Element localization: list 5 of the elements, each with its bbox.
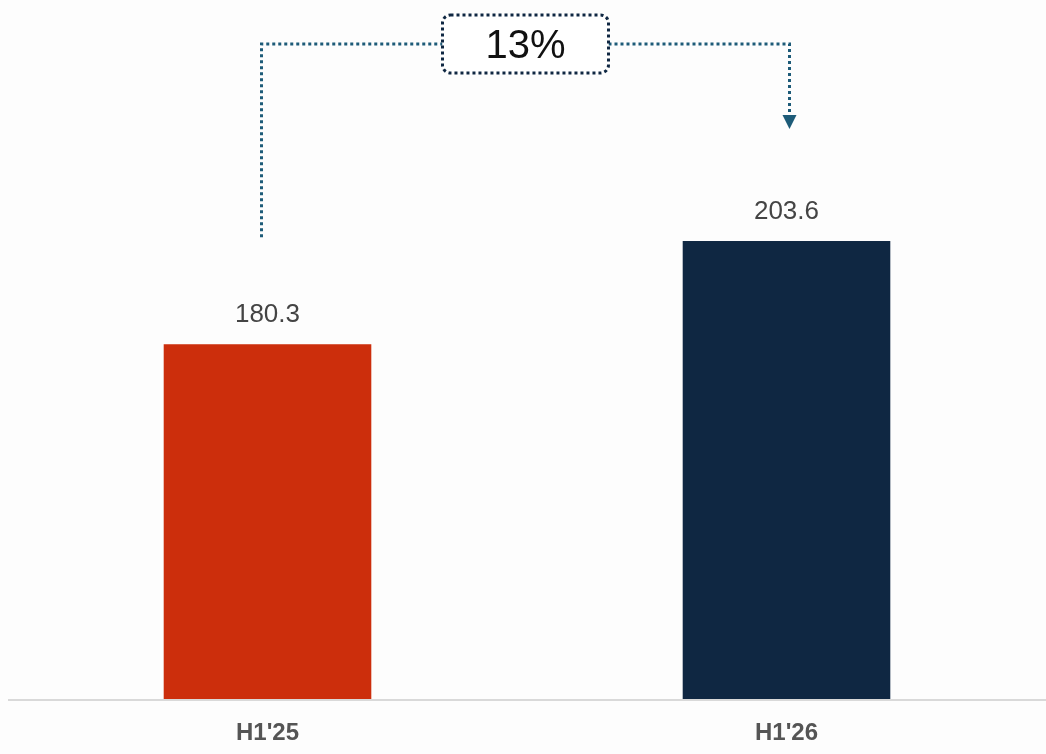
- annotation: 13%: [485, 22, 566, 66]
- data-label: 180.3: [234, 298, 301, 329]
- x-tick-label: H1'25: [235, 718, 300, 745]
- x-tick-label: H1'26: [754, 718, 819, 745]
- data-label: 203.6: [753, 195, 820, 226]
